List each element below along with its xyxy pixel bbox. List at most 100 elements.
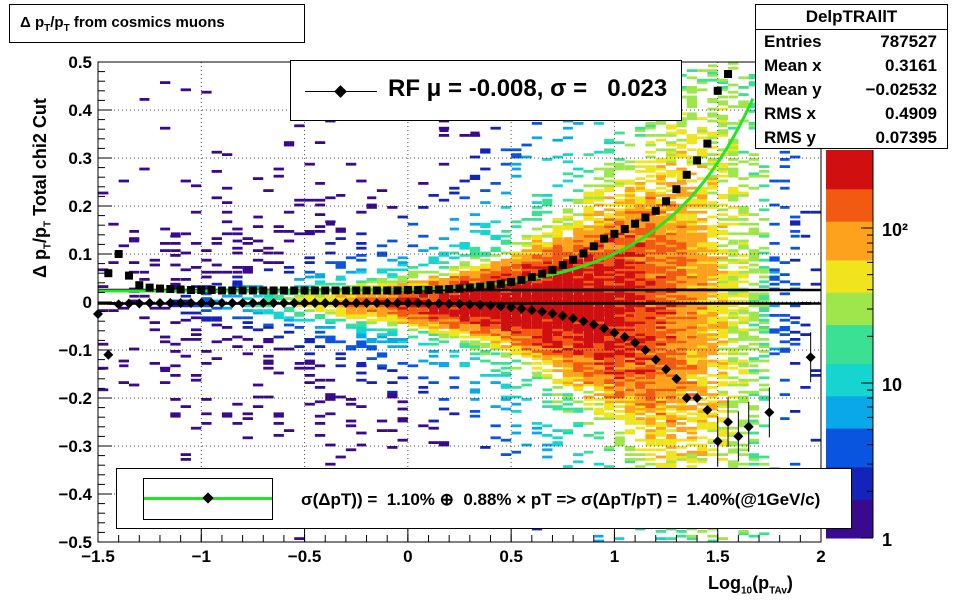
mean-point [330, 297, 341, 308]
fit-legend-text: σ(ΔpT)) = 1.10% ⊕ 0.88% × pT => σ(ΔpT/pT… [301, 490, 821, 509]
mean-point [557, 310, 568, 321]
mean-point [216, 297, 227, 308]
y-tick-label: 0.3 [68, 149, 92, 168]
mean-point [392, 297, 403, 308]
sigma-point [383, 286, 392, 295]
stat-row-mean-y: Mean y −0.02532 [764, 80, 937, 99]
x-tick-label: 0 [403, 547, 412, 566]
mean-point [733, 431, 744, 442]
sigma-point [259, 286, 268, 295]
sigma-point [403, 286, 412, 294]
sigma-point [424, 286, 433, 294]
mean-point [464, 299, 475, 310]
rf-legend-text: RF μ = -0.008, σ = 0.023 [388, 75, 668, 102]
sigma-point [352, 286, 361, 295]
sigma-point [496, 279, 505, 288]
sigma-point [310, 286, 319, 295]
mean-point [712, 436, 723, 447]
x-tick-label: 1.5 [706, 547, 730, 566]
mean-point [454, 298, 465, 309]
mean-point [361, 297, 372, 308]
mean-points [93, 297, 816, 467]
sigma-point [217, 286, 226, 295]
mean-point [123, 298, 134, 309]
sigma-point [724, 70, 733, 78]
x-tick-label: 2 [816, 547, 825, 566]
sigma-point [507, 277, 516, 286]
sigma-point [713, 86, 722, 95]
mean-point [351, 297, 362, 308]
z-tick-label: 1 [882, 530, 892, 550]
mean-point [578, 316, 589, 327]
sigma-point [517, 275, 526, 284]
sigma-point [558, 261, 567, 270]
sigma-point [145, 283, 154, 292]
y-tick-label: 0.1 [68, 245, 92, 264]
mean-point [154, 297, 165, 308]
mean-point [681, 393, 692, 403]
fit-legend-diamond [202, 492, 214, 504]
mean-point [630, 337, 641, 348]
mean-point [568, 313, 579, 324]
mean-point [196, 297, 207, 308]
sigma-point [331, 286, 340, 295]
y-tick-label: 0.5 [68, 53, 92, 72]
mean-point [165, 297, 176, 308]
sigma-point [372, 286, 381, 295]
y-tick-label: −0.3 [58, 437, 92, 456]
mean-point [268, 297, 279, 308]
mean-point [619, 332, 630, 343]
sigma-point [465, 283, 474, 292]
mean-point [743, 421, 754, 432]
sigma-point [279, 286, 288, 295]
mean-point [599, 323, 610, 334]
sigma-point [672, 185, 681, 194]
mean-point [423, 298, 434, 309]
x-tick-label: −1.5 [81, 547, 115, 566]
sigma-point [290, 286, 299, 295]
sigma-point [176, 285, 185, 294]
x-tick-label: 1 [610, 547, 619, 566]
sigma-point [455, 284, 464, 293]
sigma-point [703, 139, 712, 148]
sigma-point [610, 229, 619, 238]
mean-point [206, 297, 217, 308]
mean-point [495, 301, 506, 312]
sigma-point [321, 286, 330, 295]
mean-point [588, 319, 599, 330]
sigma-point [641, 213, 650, 222]
mean-point [609, 327, 620, 338]
sigma-point [434, 285, 443, 294]
mean-point [537, 306, 548, 317]
mean-point [692, 393, 703, 403]
mean-point [134, 298, 145, 309]
y-axis-title: Δ pT/pT Total chi2 Cut [30, 98, 54, 278]
stats-title: DelpTRAllT [756, 5, 947, 30]
mean-point [723, 417, 734, 427]
sigma-point [631, 219, 640, 228]
mean-point [113, 299, 124, 310]
legend-diamond-marker [334, 85, 347, 98]
mean-point [661, 364, 672, 375]
title-box: Δ pT/pT from cosmics muons [9, 4, 305, 43]
sigma-point [362, 286, 371, 295]
fit-legend: σ(ΔpT)) = 1.10% ⊕ 0.88% × pT => σ(ΔpT/pT… [116, 468, 852, 529]
y-tick-label: −0.1 [58, 341, 92, 360]
mean-point [237, 297, 248, 308]
y-tick-label: 0.4 [68, 101, 92, 120]
sigma-point [135, 281, 144, 290]
sigma-point [393, 286, 402, 295]
mean-point [382, 297, 393, 308]
stat-row-mean-x: Mean x 0.3161 [764, 56, 937, 75]
sigma-point [579, 249, 588, 258]
sigma-point [155, 284, 164, 293]
mean-point [227, 297, 238, 308]
sigma-point [228, 286, 237, 295]
mean-point [175, 297, 186, 308]
sigma-point [589, 242, 598, 251]
sigma-point [166, 285, 175, 294]
mean-point [299, 297, 310, 308]
y-tick-label: −0.5 [58, 533, 92, 552]
x-tick-label: 0.5 [499, 547, 523, 566]
mean-point [764, 407, 775, 418]
